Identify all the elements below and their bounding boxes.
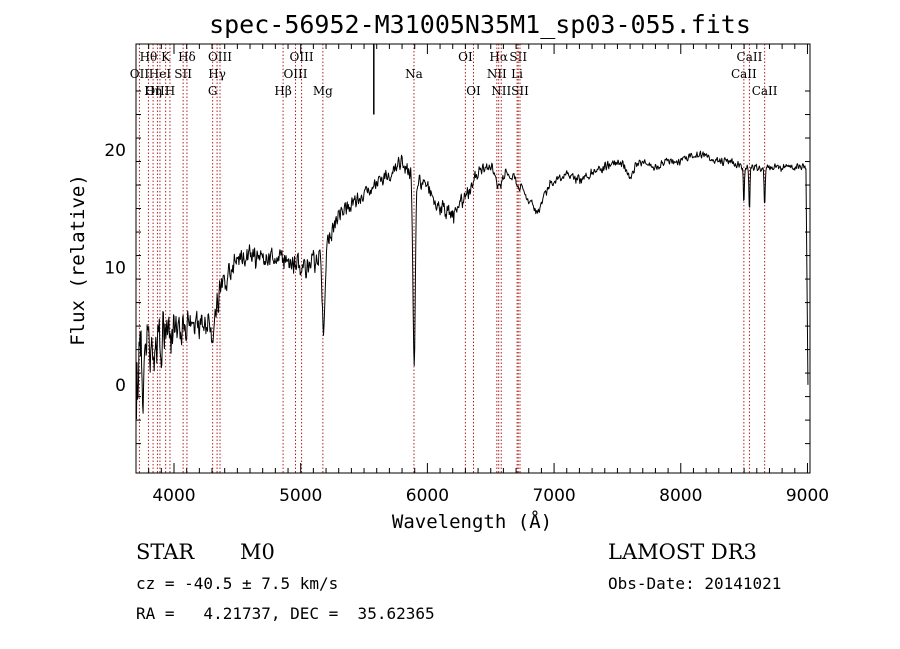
survey-release: LAMOST DR3 bbox=[608, 540, 757, 564]
y-tick-label: 0 bbox=[115, 376, 126, 396]
line-marker-label: CaII bbox=[752, 84, 778, 98]
y-tick-label: 20 bbox=[104, 141, 126, 161]
chart-title: spec-56952-M31005N35M1_sp03-055.fits bbox=[209, 10, 751, 39]
line-marker-label: NII bbox=[491, 84, 511, 98]
x-axis: 4000 5000 6000 7000 8000 9000 bbox=[135, 44, 829, 506]
x-axis-label: Wavelength (Å) bbox=[392, 510, 552, 533]
y-axis-label: Flux (relative) bbox=[67, 174, 89, 346]
line-marker-label: G bbox=[208, 84, 218, 98]
y-axis: 0 10 20 bbox=[104, 90, 810, 445]
line-marker-label: Hη bbox=[144, 84, 162, 98]
x-tick-label: 6000 bbox=[406, 486, 449, 506]
line-marker-label: OIII bbox=[283, 67, 307, 81]
spectrum-plot bbox=[135, 44, 809, 420]
x-tick-label: 7000 bbox=[532, 486, 575, 506]
line-marker-label: SII bbox=[174, 67, 192, 81]
line-markers: Hθ OII OIII K HeI Hη SII H Hδ OIII Hγ G Hβ OIII OIII Mg… bbox=[130, 44, 778, 473]
x-tick-label: 5000 bbox=[279, 486, 322, 506]
line-marker-label: HeI bbox=[149, 67, 172, 81]
line-marker-label: SII bbox=[511, 84, 529, 98]
object-subclass: M0 bbox=[240, 540, 275, 564]
line-marker-label: OI bbox=[458, 50, 473, 64]
y-tick-label: 10 bbox=[104, 258, 126, 278]
x-tick-label: 8000 bbox=[659, 486, 702, 506]
line-marker-label: OII bbox=[130, 67, 150, 81]
line-marker-label: Hδ bbox=[178, 50, 196, 64]
line-marker-label: OIII bbox=[145, 84, 169, 98]
obs-date: Obs-Date: 20141021 bbox=[608, 574, 781, 593]
object-class: STAR bbox=[136, 540, 195, 564]
plot-frame bbox=[135, 43, 811, 474]
spectrum-series bbox=[135, 150, 807, 420]
spectrum-edge bbox=[805, 168, 809, 385]
line-marker-label: Hθ bbox=[140, 50, 158, 64]
line-marker-label: Li bbox=[511, 67, 523, 81]
line-marker-label: K bbox=[161, 50, 171, 64]
line-marker-label: Hβ bbox=[274, 84, 291, 98]
line-marker-label: Hγ bbox=[208, 67, 226, 81]
line-marker-label: SII bbox=[509, 50, 527, 64]
redshift-value: cz = -40.5 ± 7.5 km/s bbox=[136, 574, 338, 593]
line-marker-label: OIII bbox=[208, 50, 232, 64]
line-marker-label: OIII bbox=[290, 50, 314, 64]
line-marker-label: OI bbox=[466, 84, 481, 98]
x-tick-label: 4000 bbox=[152, 486, 195, 506]
line-marker-label: NII bbox=[487, 67, 507, 81]
line-marker-label: Mg bbox=[313, 84, 333, 98]
line-marker-label: CaII bbox=[737, 50, 763, 64]
coordinates: RA = 4.21737, DEC = 35.62365 bbox=[136, 604, 435, 623]
line-marker-label: CaII bbox=[731, 67, 757, 81]
line-marker-label: Na bbox=[405, 67, 423, 81]
line-marker-label: Hα bbox=[489, 50, 508, 64]
x-tick-label: 9000 bbox=[786, 486, 829, 506]
line-marker-label: H bbox=[165, 84, 175, 98]
